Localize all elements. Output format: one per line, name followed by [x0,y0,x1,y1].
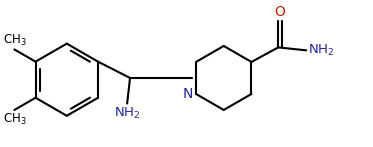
Text: O: O [275,5,285,19]
Text: N: N [183,87,193,101]
Text: NH$_2$: NH$_2$ [308,43,334,58]
Text: NH$_2$: NH$_2$ [114,106,140,121]
Text: CH$_3$: CH$_3$ [3,33,26,48]
Text: CH$_3$: CH$_3$ [3,112,26,127]
